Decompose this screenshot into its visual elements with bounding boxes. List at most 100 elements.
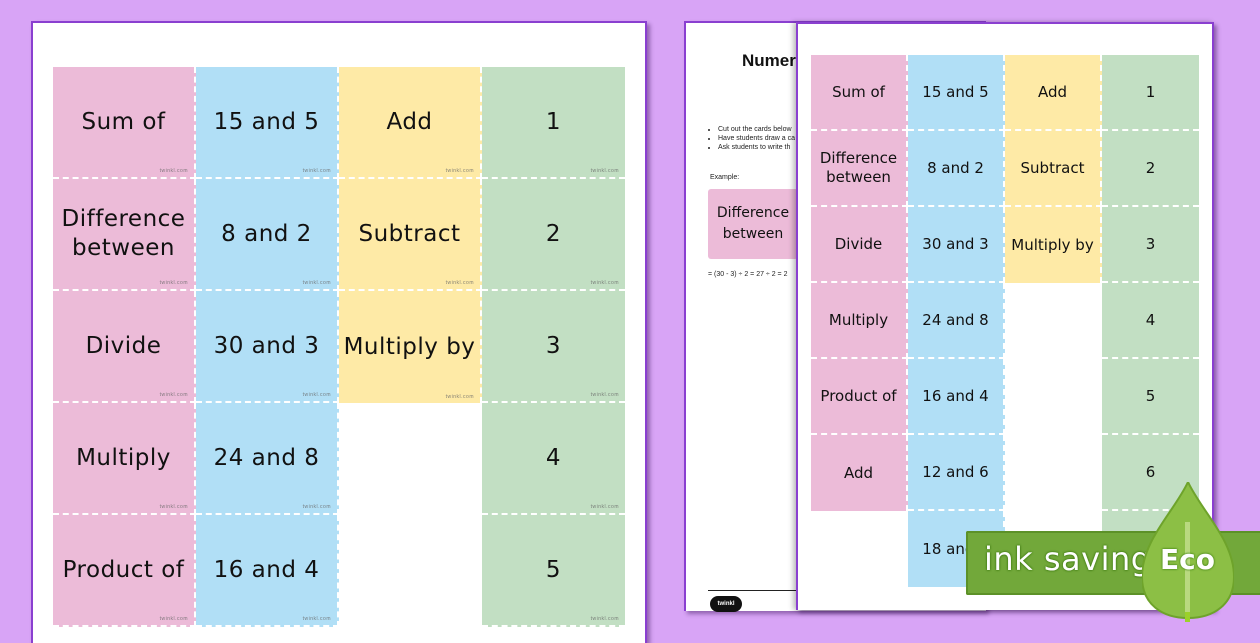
card: Divide [811,207,908,283]
card: 24 and 8 [908,283,1005,359]
watermark: twinkl.com [445,167,474,174]
card: Sum of [811,55,908,131]
watermark: twinkl.com [445,279,474,286]
card-text: 1 [545,108,562,135]
card: Difference between twinkl.com [53,179,196,291]
card-text: Subtract [1020,158,1085,177]
card-text: 24 and 8 [922,310,989,329]
card: Divide twinkl.com [53,291,196,403]
card-text: Multiply by [343,333,476,360]
card-text: Product of [62,556,185,583]
card: 5 [1102,359,1199,435]
watermark: twinkl.com [302,391,331,398]
watermark: twinkl.com [590,391,619,398]
card-text: 30 and 3 [213,332,320,359]
card-text: Divide [834,234,883,253]
card-text: 5 [545,556,562,583]
card-text: 1 [1145,82,1156,101]
card: 4 twinkl.com [482,403,625,515]
watermark: twinkl.com [445,393,474,400]
watermark: twinkl.com [302,615,331,622]
ink-saving-text: ink saving [984,540,1152,578]
watermark: twinkl.com [159,279,188,286]
card: Difference between [811,131,908,207]
card: Add [811,435,908,511]
card: 8 and 2 twinkl.com [196,179,339,291]
card-text: 4 [545,444,562,471]
card: Product of twinkl.com [53,515,196,627]
watermark: twinkl.com [590,503,619,510]
watermark: twinkl.com [590,167,619,174]
page-title: Numer [742,51,796,70]
example-label: Example: [710,174,740,181]
card-text: Multiply by [1011,235,1094,254]
card: Multiply by twinkl.com [339,291,482,403]
card: 8 and 2 [908,131,1005,207]
card-text: 15 and 5 [922,82,989,101]
watermark: twinkl.com [159,503,188,510]
card: Multiply by [1005,207,1102,283]
watermark: twinkl.com [590,615,619,622]
watermark: twinkl.com [159,615,188,622]
card-text: Multiply [76,444,171,471]
card: Sum of twinkl.com [53,67,196,179]
watermark: twinkl.com [302,279,331,286]
instruction-list: Cut out the cards below Have students dr… [708,125,795,152]
card-text: Sum of [832,82,885,101]
card: Subtract twinkl.com [339,179,482,291]
card-text: Subtract [358,220,461,247]
card-text: Add [386,108,433,135]
worksheet-page-right: Sum of Difference between Divide Multipl… [796,22,1214,610]
instruction-item: Ask students to write th [718,143,795,152]
worksheet-page-left: Sum of twinkl.com Difference between twink… [31,21,647,643]
card-text: 30 and 3 [922,234,989,253]
card-text: Multiply [828,310,889,329]
card-text: 2 [1145,158,1156,177]
card-text: 24 and 8 [213,444,320,471]
card-text: 4 [1145,310,1156,329]
card-text: Difference between [819,149,898,186]
card: Multiply twinkl.com [53,403,196,515]
card: 24 and 8 twinkl.com [196,403,339,515]
card: 1 twinkl.com [482,67,625,179]
card-text: 15 and 5 [213,108,320,135]
card: 5 twinkl.com [482,515,625,627]
card: 3 twinkl.com [482,291,625,403]
card: 16 and 4 twinkl.com [196,515,339,627]
card-text: 16 and 4 [213,556,320,583]
twinkl-logo: twinkl [710,596,742,612]
card: 4 [1102,283,1199,359]
footer-divider [708,590,798,591]
leaf-drop-icon [1142,482,1234,622]
card-text: 5 [1145,386,1156,405]
card-text: 8 and 2 [221,220,312,247]
card: 2 twinkl.com [482,179,625,291]
card: Add twinkl.com [339,67,482,179]
card-text: 8 and 2 [927,158,984,177]
card: 2 [1102,131,1199,207]
card: 15 and 5 [908,55,1005,131]
card: 1 [1102,55,1199,131]
card-text: 3 [1145,234,1156,253]
watermark: twinkl.com [159,391,188,398]
watermark: twinkl.com [590,279,619,286]
card: 12 and 6 [908,435,1005,511]
card-text: Add [843,463,874,482]
card: 30 and 3 [908,207,1005,283]
watermark: twinkl.com [159,167,188,174]
card: 15 and 5 twinkl.com [196,67,339,179]
card: Multiply [811,283,908,359]
card: Subtract [1005,131,1102,207]
card-text: 16 and 4 [922,386,989,405]
card-text: 2 [545,220,562,247]
instruction-item: Cut out the cards below [718,125,795,134]
card: 3 [1102,207,1199,283]
instruction-item: Have students draw a ca [718,134,795,143]
card-text: Product of [820,386,897,405]
card-text: 6 [1145,462,1156,481]
card-text: Divide [85,332,162,359]
card: 30 and 3 twinkl.com [196,291,339,403]
watermark: twinkl.com [302,167,331,174]
card-text: Sum of [81,108,166,135]
card-text: 12 and 6 [922,462,989,481]
